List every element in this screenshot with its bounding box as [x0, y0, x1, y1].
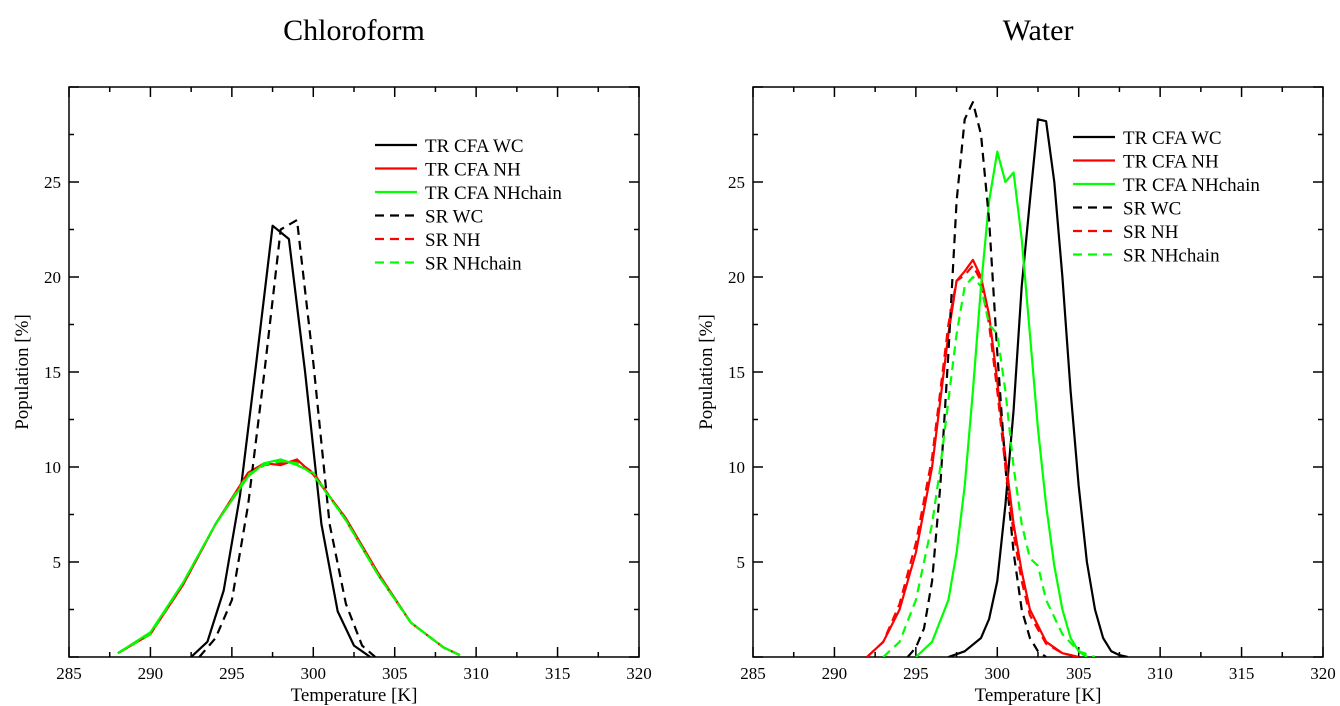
series-line [117, 458, 461, 657]
x-tick-label: 320 [1310, 664, 1336, 683]
x-tick-label: 295 [219, 664, 245, 683]
series-group [866, 101, 1128, 657]
series-line [117, 460, 461, 657]
y-tick-label: 15 [728, 363, 745, 382]
y-tick-label: 10 [728, 458, 745, 477]
legend-label: TR CFA WC [425, 136, 524, 157]
x-axis-label: Temperature [K] [975, 685, 1102, 706]
plot-frame [68, 86, 640, 658]
series-line [882, 275, 1096, 657]
x-tick-label: 295 [903, 664, 929, 683]
x-tick-label: 300 [985, 664, 1011, 683]
series-line [948, 118, 1128, 657]
y-axis-label: Population [%] [696, 314, 717, 430]
x-tick-label: 305 [1066, 664, 1092, 683]
legend-label: TR CFA NHchain [1123, 175, 1260, 196]
legend-label: SR NHchain [1123, 246, 1220, 267]
x-tick-label: 290 [822, 664, 848, 683]
y-tick-label: 25 [728, 173, 745, 192]
y-tick-label: 10 [44, 458, 61, 477]
x-tick-label: 305 [382, 664, 408, 683]
series-line [866, 264, 1079, 657]
legend-label: TR CFA WC [1123, 128, 1222, 149]
series-line [117, 458, 461, 657]
x-tick-label: 290 [138, 664, 164, 683]
series-line [906, 101, 1047, 657]
x-tick-label: 285 [56, 664, 82, 683]
y-tick-label: 5 [53, 553, 62, 572]
y-tick-label: 5 [737, 553, 746, 572]
y-axis-label: Population [%] [12, 314, 33, 430]
y-tick-label: 20 [728, 268, 745, 287]
x-tick-label: 285 [740, 664, 766, 683]
x-tick-label: 310 [1147, 664, 1173, 683]
x-axis-label: Temperature [K] [291, 685, 418, 706]
legend-label: SR NH [425, 230, 481, 251]
y-tick-label: 20 [44, 268, 61, 287]
legend-label: SR NH [1123, 222, 1179, 243]
chart-title: Water [1003, 14, 1074, 47]
x-tick-label: 315 [545, 664, 571, 683]
legend-label: TR CFA NH [1123, 152, 1219, 173]
y-tick-label: 15 [44, 363, 61, 382]
legend-label: SR NHchain [425, 254, 522, 275]
series-line [198, 218, 376, 657]
chloroform-panel: Chloroform Temperature [K] Population [%… [12, 14, 652, 706]
legend-label: TR CFA NHchain [425, 183, 562, 204]
x-tick-label: 310 [463, 664, 489, 683]
series-line [117, 460, 461, 657]
series-line [915, 150, 1088, 657]
y-tick-label: 25 [44, 173, 61, 192]
series-group [117, 218, 461, 657]
legend-label: SR WC [425, 207, 483, 228]
water-panel: Water Temperature [K] Population [%] 285… [696, 14, 1336, 706]
x-tick-label: 320 [626, 664, 652, 683]
x-tick-label: 300 [301, 664, 327, 683]
chart-title: Chloroform [283, 14, 425, 47]
plot-frame [752, 86, 1324, 658]
legend-label: SR WC [1123, 199, 1181, 220]
x-tick-label: 315 [1229, 664, 1255, 683]
legend-label: TR CFA NH [425, 160, 521, 181]
series-line [190, 224, 371, 657]
series-line [866, 258, 1079, 657]
